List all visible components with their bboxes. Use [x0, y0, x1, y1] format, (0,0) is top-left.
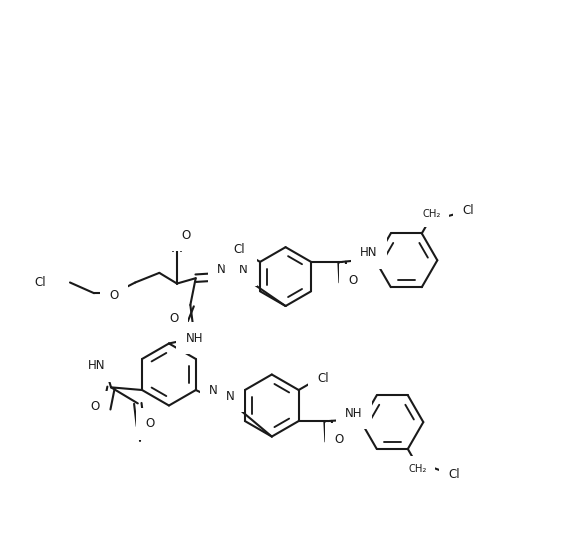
- Text: O: O: [348, 273, 357, 287]
- Text: O: O: [110, 289, 119, 302]
- Text: Cl: Cl: [317, 372, 329, 385]
- Text: Cl: Cl: [34, 276, 46, 289]
- Text: Cl: Cl: [462, 204, 474, 217]
- Text: N: N: [217, 263, 226, 276]
- Text: O: O: [170, 312, 179, 325]
- Text: O: O: [334, 433, 343, 446]
- Text: O: O: [91, 400, 100, 413]
- Text: NH: NH: [186, 332, 203, 345]
- Text: NH: NH: [345, 407, 363, 419]
- Text: N: N: [226, 390, 235, 403]
- Text: HN: HN: [360, 246, 378, 259]
- Text: Cl: Cl: [234, 243, 245, 256]
- Text: Cl: Cl: [448, 469, 460, 482]
- Text: N: N: [238, 263, 247, 276]
- Text: CH₂: CH₂: [408, 463, 427, 473]
- Text: O: O: [181, 229, 190, 242]
- Text: CH₂: CH₂: [422, 209, 441, 219]
- Text: HN: HN: [88, 360, 105, 372]
- Text: N: N: [209, 384, 218, 396]
- Text: O: O: [145, 417, 155, 430]
